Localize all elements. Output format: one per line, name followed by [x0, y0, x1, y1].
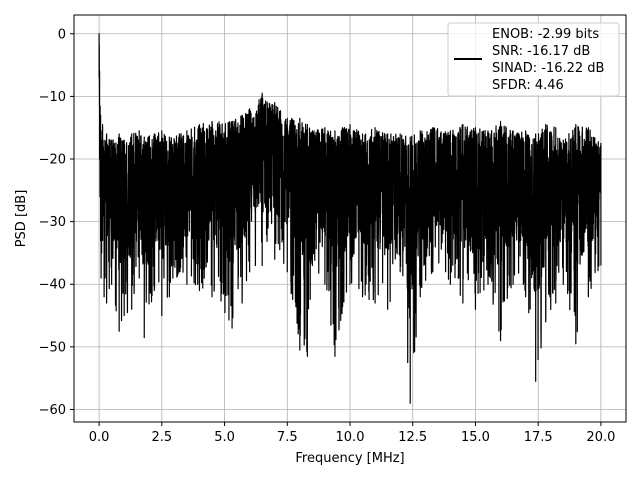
y-tick-label: −20 [39, 153, 66, 168]
legend-line-snr: SNR: -16.17 dB [492, 44, 590, 59]
x-tick-label: 0.0 [89, 430, 110, 445]
x-tick-label: 2.5 [151, 430, 172, 445]
x-axis-label: Frequency [MHz] [295, 451, 404, 466]
y-tick-label: −10 [39, 90, 66, 105]
y-tick-label: −40 [39, 278, 66, 293]
y-tick-label: 0 [58, 27, 66, 42]
x-tick-label: 12.5 [398, 430, 427, 445]
y-tick-label: −50 [39, 340, 66, 355]
x-tick-label: 17.5 [524, 430, 553, 445]
x-tick-label: 7.5 [277, 430, 298, 445]
y-tick-label: −30 [39, 215, 66, 230]
x-tick-label: 15.0 [461, 430, 490, 445]
legend-line-sinad: SINAD: -16.22 dB [492, 61, 604, 76]
legend: ENOB: -2.99 bits SNR: -16.17 dB SINAD: -… [447, 22, 620, 97]
legend-line-sfdr: SFDR: 4.46 [492, 78, 564, 93]
y-axis: 0 −10 −20 −30 −40 −50 −60 [39, 27, 74, 418]
x-tick-label: 20.0 [586, 430, 615, 445]
legend-line-enob: ENOB: -2.99 bits [492, 27, 599, 42]
legend-box [447, 22, 620, 97]
series-group [98, 33, 602, 404]
y-tick-label: −60 [39, 403, 66, 418]
x-axis: 0.0 2.5 5.0 7.5 10.0 12.5 15.0 17.5 20.0 [89, 422, 615, 445]
y-axis-label: PSD [dB] [14, 190, 29, 248]
x-tick-label: 5.0 [214, 430, 235, 445]
psd-series-line [98, 33, 602, 404]
x-tick-label: 10.0 [336, 430, 365, 445]
